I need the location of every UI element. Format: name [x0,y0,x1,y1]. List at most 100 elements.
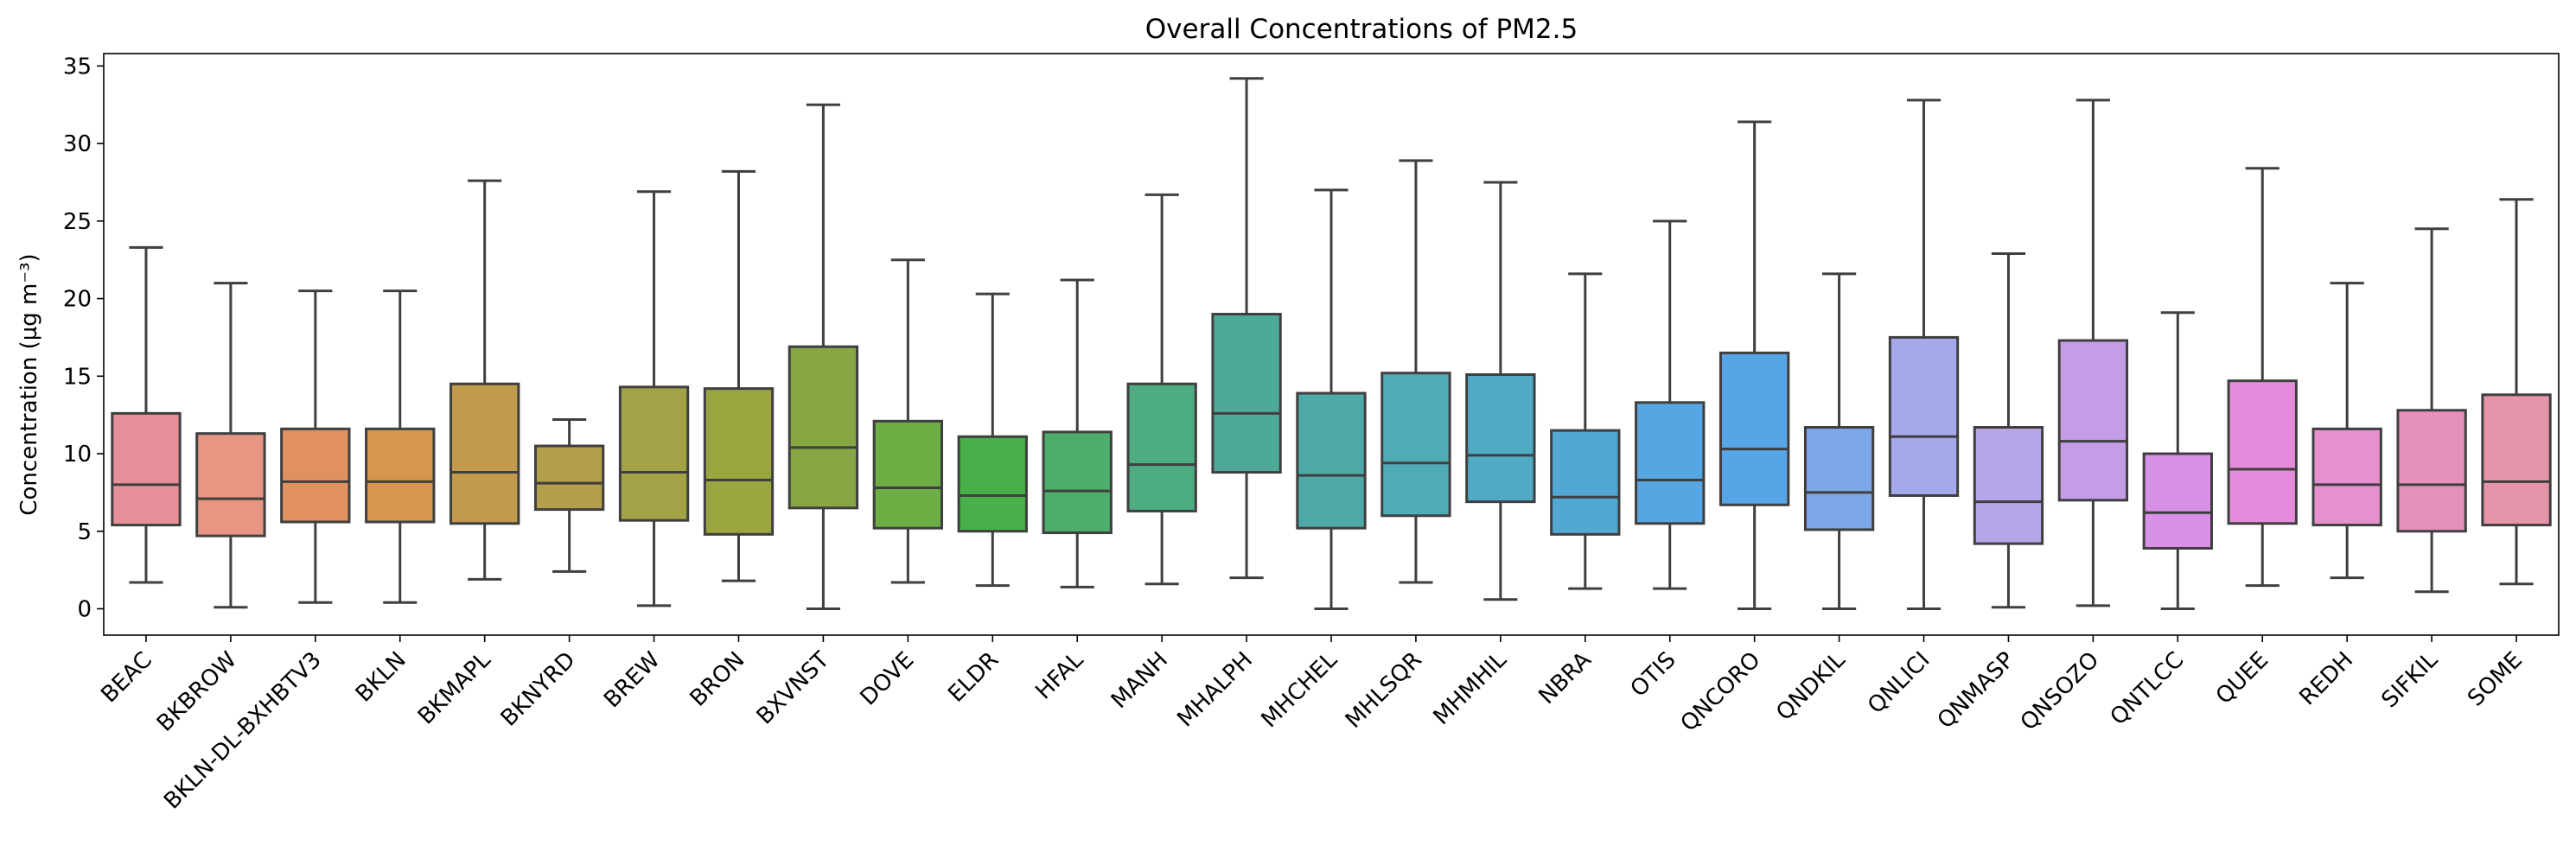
box-MHLSQR [1380,159,1451,584]
y-axis-title: Concentration (µg m⁻³) [16,253,42,515]
box-QUEE [2227,167,2298,588]
box-iqr [2481,393,2552,527]
box-MHMHIL [1465,181,1536,601]
x-tick-label: BKBROW [152,647,242,737]
box-iqr [1635,401,1706,525]
x-tick-label: BKNYRD [496,647,581,732]
box-iqr [1211,313,1282,474]
x-tick-label: QNSOZO [2016,647,2105,736]
box-BKNYRD [533,418,605,573]
box-BKMAPL [450,179,520,581]
box-SIFKIL [2396,227,2467,594]
box-iqr [111,411,182,527]
box-iqr [2311,427,2382,527]
x-tick-label: HFAL [1030,646,1088,704]
box-REDH [2311,282,2382,580]
x-tick-label: BKMAPL [413,646,496,729]
box-iqr [1718,351,1790,506]
x-tick-label: MHLSQR [1341,647,1427,734]
box-ELDR [957,292,1028,588]
box-iqr [957,435,1028,533]
box-iqr [1380,372,1451,518]
box-iqr [2396,409,2467,533]
box-QNMASP [1973,252,2044,609]
box-iqr [2057,339,2129,502]
box-iqr [1973,426,2044,545]
y-tick-label: 0 [77,596,92,622]
x-tick-label: SOME [2463,647,2528,712]
x-tick-label: BRON [685,647,750,712]
x-tick-label: MHCHEL [1257,646,1343,733]
x-tick-label: DOVE [856,647,920,711]
box-iqr [1465,372,1536,504]
box-NBRA [1550,272,1621,590]
box-BREW [618,190,690,607]
y-tick-label: 5 [77,519,92,545]
box-QNLICI [1888,99,1960,610]
box-iqr [1042,430,1113,535]
x-tick-label: BXVNST [752,647,835,730]
x-tick-label: SIFKIL [2376,646,2443,713]
plot-frame [103,53,2560,636]
box-iqr [1803,426,1875,531]
box-iqr [618,385,690,522]
box-OTIS [1635,219,1706,590]
x-tick-label: BREW [599,647,665,713]
box-iqr [365,427,436,524]
x-tick-label: QNLICI [1863,647,1935,719]
x-tick-label: OTIS [1626,647,1681,703]
x-tick-label: MHMHIL [1429,646,1513,730]
y-tick-label: 10 [63,442,92,468]
box-MANH [1126,193,1197,586]
box-BRON [703,169,775,582]
box-QNCORO [1718,120,1790,610]
box-BXVNST [787,103,859,610]
box-BKLN [365,289,436,604]
box-iqr [872,419,944,530]
y-tick-label: 25 [63,209,92,235]
box-iqr [1126,382,1197,512]
box-iqr [1550,429,1621,536]
box-BEAC [111,245,182,584]
x-tick-label: BKLN-DL-BXHBTV3 [159,647,327,815]
box-iqr [1888,335,1960,497]
boxes-layer [111,77,2552,610]
x-tick-label: REDH [2295,647,2359,711]
x-tick-label: BEAC [96,647,157,709]
x-tick-label: MHALPH [1172,647,1258,733]
x-tick-label: BKLN [351,647,411,708]
x-tick-label: MANH [1106,647,1173,714]
x-tick-label: ELDR [943,647,1004,708]
box-HFAL [1042,278,1113,588]
box-iqr [2227,379,2298,525]
y-tick-label: 15 [63,364,92,390]
box-QNTLCC [2142,311,2213,610]
box-iqr [195,432,266,537]
box-MHALPH [1211,77,1282,580]
x-tick-label: NBRA [1534,647,1597,709]
box-iqr [703,387,775,536]
box-SOME [2481,198,2552,586]
box-QNSOZO [2057,99,2129,607]
x-tick-label: QUEE [2211,647,2273,709]
y-tick-label: 20 [63,287,92,313]
box-BKLN-DL-BXHBTV3 [280,289,351,604]
box-iqr [533,444,605,512]
box-DOVE [872,258,944,584]
box-MHCHEL [1296,188,1367,610]
box-iqr [787,345,859,510]
box-BKBROW [195,282,266,609]
chart-title: Overall Concentrations of PM2.5 [1145,14,1578,45]
x-tick-label: QNTLCC [2106,647,2190,731]
y-tick-label: 30 [63,131,92,157]
x-tick-label: QNMASP [1933,647,2020,735]
box-iqr [280,427,351,524]
box-iqr [450,382,520,525]
box-iqr [2142,452,2213,550]
y-tick-label: 35 [63,54,92,80]
x-tick-label: QNDKIL [1771,646,1851,726]
x-tick-label: QNCORO [1676,647,1766,737]
box-QNDKIL [1803,272,1875,610]
box-iqr [1296,391,1367,530]
